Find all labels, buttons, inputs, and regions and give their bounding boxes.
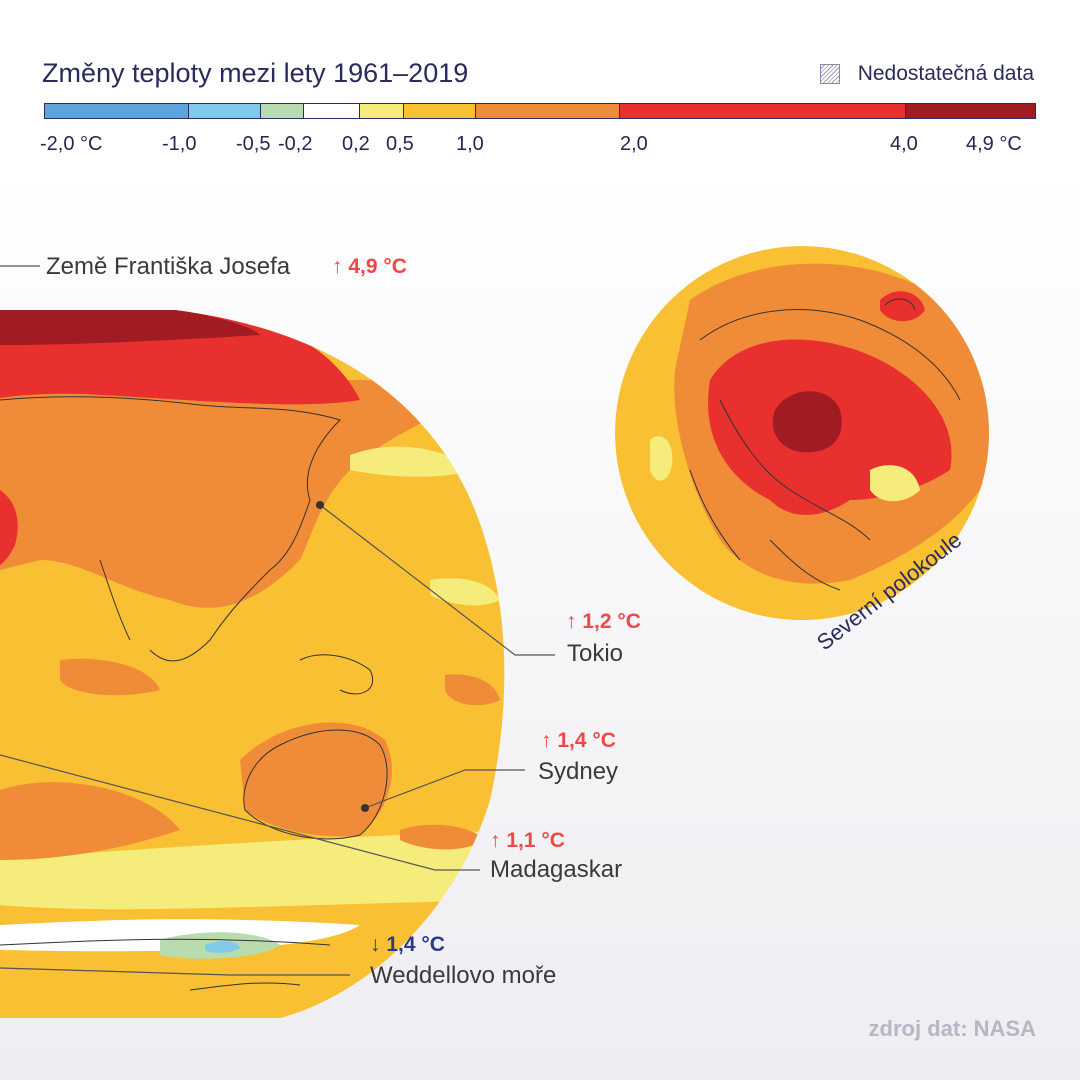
- scale-segment: [304, 104, 361, 118]
- tick-label: 0,5: [386, 133, 414, 155]
- callout-value-sydney: ↑ 1,4 °C: [541, 729, 616, 752]
- no-data-legend: Nedostatečná data: [819, 62, 1034, 86]
- tick-label: 1,0: [456, 133, 484, 155]
- scale-segment: [45, 104, 189, 118]
- leader-weddell: [0, 967, 350, 976]
- data-source: zdroj dat: NASA: [868, 1016, 1036, 1041]
- scale-segment: [906, 104, 1035, 118]
- tick-label: 4,9 °C: [966, 133, 1022, 155]
- color-scale-bar: [44, 103, 1036, 119]
- leader-madagascar: [0, 754, 480, 871]
- no-data-label: Nedostatečná data: [857, 62, 1034, 85]
- callout-label-franz-josef: Země Františka Josefa: [46, 253, 291, 280]
- chart-title: Změny teploty mezi lety 1961–2019: [42, 58, 469, 88]
- sydney-marker: [361, 804, 369, 812]
- tick-label: 2,0: [620, 133, 648, 155]
- tick-label: 4,0: [890, 133, 918, 155]
- scale-segment: [188, 104, 261, 118]
- callout-lines: [0, 265, 555, 976]
- callout-label-sydney: Sydney: [538, 758, 619, 785]
- hatched-swatch-icon: [819, 64, 840, 84]
- leader-sydney: [364, 769, 525, 809]
- callout-label-tokyo: Tokio: [567, 640, 624, 667]
- callout-value-madagascar: ↑ 1,1 °C: [490, 829, 565, 852]
- globe-northern-hemisphere: [615, 246, 989, 620]
- leader-tokyo: [319, 504, 555, 656]
- world-map: [0, 310, 505, 1018]
- scale-segment: [476, 104, 620, 118]
- scale-segment: [404, 104, 477, 118]
- callout-value-weddell: ↓ 1,4 °C: [370, 933, 445, 956]
- tick-label: -0,5: [236, 133, 271, 155]
- tick-label: 0,2: [342, 133, 370, 155]
- scale-segment: [360, 104, 405, 118]
- tick-label: -2,0 °C: [40, 133, 103, 155]
- scale-segment: [260, 104, 305, 118]
- callout-value-franz-josef: ↑ 4,9 °C: [332, 255, 407, 278]
- tokyo-marker: [316, 501, 324, 509]
- scale-segment: [619, 104, 907, 118]
- callout-label-weddell: Weddellovo moře: [370, 962, 557, 989]
- callout-value-tokyo: ↑ 1,2 °C: [566, 610, 641, 633]
- callout-label-madagascar: Madagaskar: [490, 856, 623, 883]
- tick-label: -0,2: [278, 133, 313, 155]
- tick-label: -1,0: [162, 133, 197, 155]
